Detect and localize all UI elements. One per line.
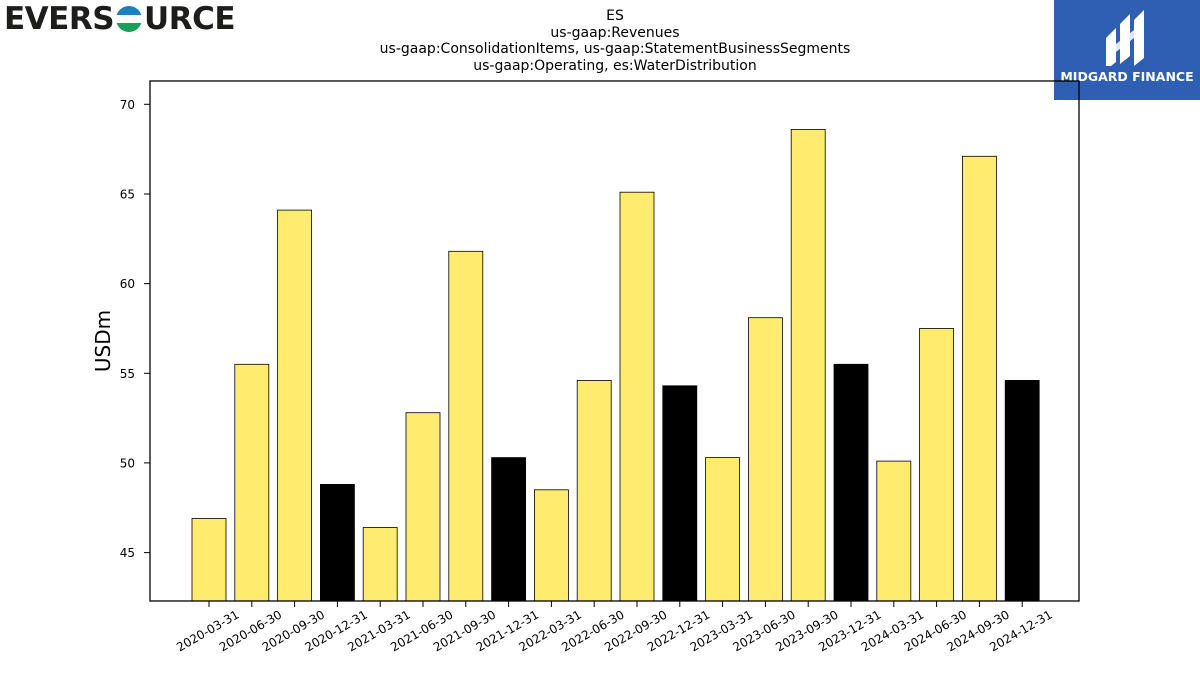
y-tick-label: 70 — [120, 98, 135, 112]
bar-2021-09-30 — [448, 250, 484, 602]
title-line-3: us-gaap:ConsolidationItems, us-gaap:Stat… — [379, 41, 851, 57]
bar-2023-03-31 — [705, 457, 740, 602]
bar-2020-09-30 — [277, 209, 313, 602]
bar-2024-12-31 — [1004, 379, 1040, 602]
bar-2023-06-30 — [748, 317, 783, 602]
y-tick-label: 65 — [120, 188, 135, 202]
y-tick-label: 55 — [120, 367, 135, 381]
plot-frame — [149, 80, 1080, 602]
y-tick-label: 50 — [120, 456, 135, 470]
bar-2020-06-30 — [234, 363, 270, 602]
logo-globe-icon — [116, 6, 143, 32]
bar-2023-09-30 — [790, 128, 826, 602]
logo-text-left: EVERS — [4, 1, 115, 37]
bar-2022-09-30 — [619, 191, 655, 602]
y-tick-label: 60 — [120, 277, 135, 291]
y-tick-label: 45 — [120, 546, 135, 560]
y-axis-label: USDm — [91, 310, 115, 372]
bar-2024-09-30 — [962, 155, 997, 602]
x-axis: 2020-03-312020-06-302020-09-302020-12-31… — [174, 601, 1055, 654]
partner-name: MIDGARD FINANCE — [1060, 69, 1194, 84]
eversource-logo: EVERS URCE — [4, 1, 236, 37]
bars-layer — [191, 128, 1040, 602]
bar-2024-06-30 — [919, 327, 954, 602]
title-line-2: us-gaap:Revenues — [550, 24, 680, 41]
bar-2023-12-31 — [833, 363, 869, 602]
bar-2021-06-30 — [405, 412, 441, 602]
midgard-mark-icon — [1106, 10, 1144, 66]
bar-2021-12-31 — [491, 457, 527, 602]
bar-2021-03-31 — [362, 527, 398, 602]
bar-2020-03-31 — [191, 518, 227, 602]
title-line-1: ES — [606, 8, 624, 24]
title-line-4: us-gaap:Operating, es:WaterDistribution — [473, 57, 757, 74]
bar-2022-12-31 — [662, 385, 698, 602]
bar-2022-06-30 — [576, 379, 612, 602]
midgard-finance-logo: MIDGARD FINANCE — [1054, 0, 1200, 100]
bar-2024-03-31 — [876, 460, 912, 602]
chart-title: ES us-gaap:Revenues us-gaap:Consolidatio… — [215, 8, 1015, 74]
y-axis: 45 50 55 60 65 70 — [120, 98, 150, 560]
logo-text-right: URCE — [144, 1, 236, 37]
bar-2020-12-31 — [319, 483, 355, 602]
bar-2022-03-31 — [534, 489, 569, 602]
